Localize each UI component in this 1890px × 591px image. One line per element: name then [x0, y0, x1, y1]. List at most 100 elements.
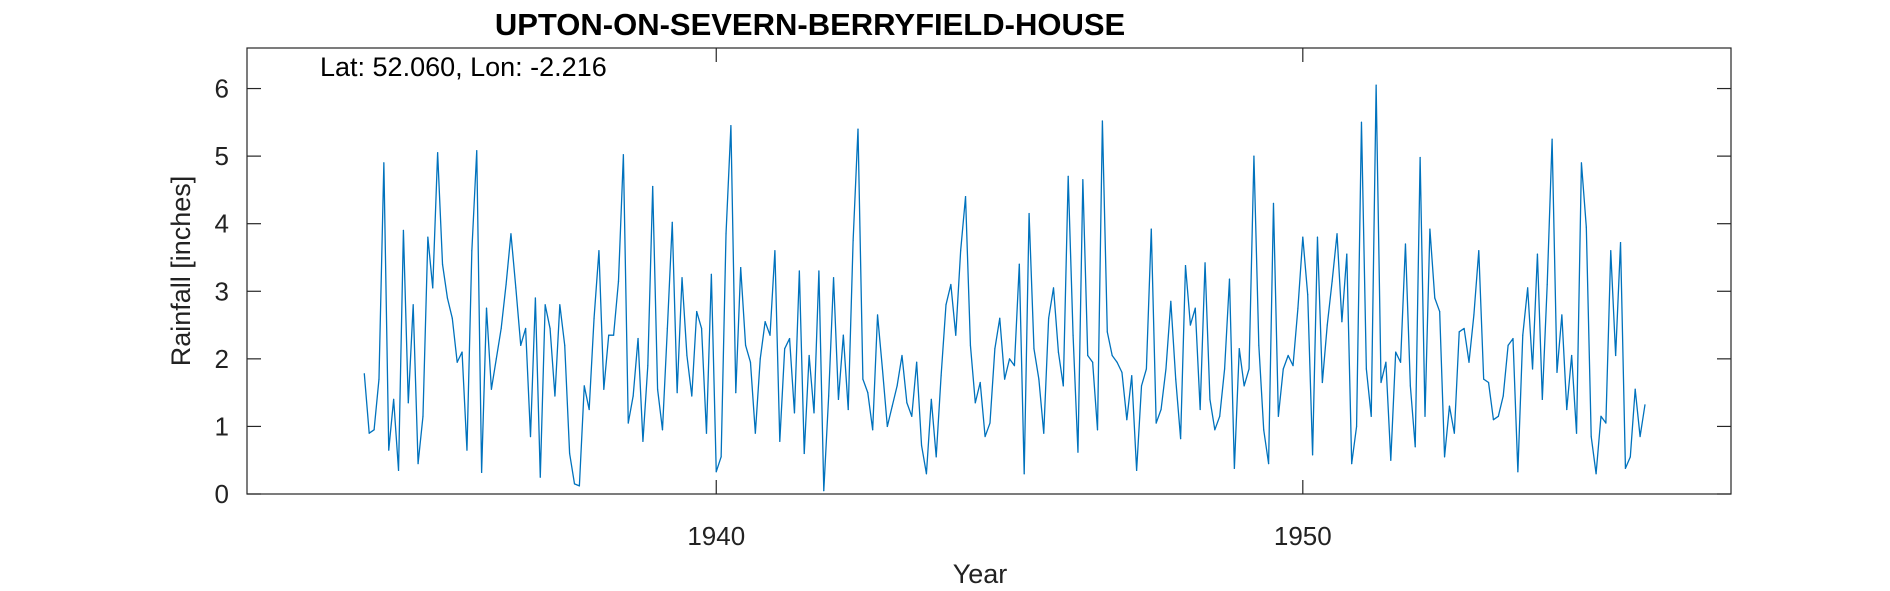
y-tick-label: 1	[215, 411, 229, 441]
data-point	[788, 337, 791, 340]
data-point	[1536, 253, 1539, 255]
y-tick-label: 2	[215, 344, 229, 374]
data-point	[901, 354, 903, 357]
data-point	[1263, 429, 1265, 431]
data-point	[1209, 398, 1211, 400]
data-point	[407, 402, 409, 404]
data-point	[842, 334, 844, 336]
data-point	[1360, 121, 1363, 123]
data-point	[603, 388, 605, 390]
y-axis-label: Rainfall [inches]	[166, 176, 196, 367]
data-point	[691, 395, 693, 397]
data-point	[1390, 459, 1392, 461]
data-point	[363, 373, 365, 375]
data-point	[1419, 156, 1421, 159]
data-point	[969, 344, 972, 346]
data-point	[1272, 202, 1275, 205]
data-point	[1238, 348, 1240, 350]
data-point	[1204, 262, 1206, 264]
data-point	[1302, 236, 1304, 238]
x-tick-labels: 1940 1950	[687, 521, 1331, 551]
data-point	[1092, 361, 1094, 363]
data-point	[1282, 368, 1284, 370]
data-point	[652, 185, 654, 188]
data-point	[1316, 236, 1319, 238]
chart-title: UPTON-ON-SEVERN-BERRYFIELD-HOUSE	[495, 7, 1125, 42]
data-point	[1052, 287, 1055, 289]
data-point	[1619, 242, 1622, 244]
data-point	[471, 250, 473, 252]
data-point	[1228, 278, 1231, 280]
data-point	[813, 412, 815, 414]
data-point	[1292, 365, 1294, 367]
data-point	[847, 408, 849, 411]
data-point	[930, 398, 932, 400]
data-point	[525, 327, 527, 330]
data-point	[1101, 120, 1103, 122]
data-point	[1199, 408, 1201, 411]
data-point	[984, 435, 986, 438]
data-point	[700, 327, 703, 330]
data-point	[1561, 314, 1563, 316]
data-point	[559, 304, 561, 306]
data-point	[720, 456, 722, 458]
data-point	[818, 270, 820, 272]
data-point	[549, 327, 551, 330]
data-point	[598, 250, 600, 252]
data-point	[1507, 344, 1509, 346]
data-point	[1395, 351, 1397, 353]
data-point	[1267, 462, 1270, 465]
data-point	[1214, 429, 1216, 431]
data-point	[510, 233, 512, 235]
data-point	[1048, 317, 1050, 319]
data-point	[427, 236, 429, 238]
data-point	[671, 221, 673, 223]
data-point	[1575, 432, 1578, 434]
y-tick-label: 3	[215, 276, 229, 306]
data-point	[906, 402, 908, 404]
plot-frame	[246, 47, 1732, 495]
data-point	[1175, 378, 1177, 380]
y-tick-label: 0	[215, 479, 229, 509]
data-point	[1258, 344, 1260, 346]
data-point	[1639, 435, 1641, 438]
data-point	[422, 415, 424, 417]
data-point	[1307, 294, 1309, 296]
data-point	[1551, 138, 1553, 140]
data-point	[764, 321, 766, 323]
data-point	[1414, 446, 1416, 448]
data-point	[940, 375, 942, 377]
data-point	[1497, 415, 1499, 417]
y-tick-labels: 0 1 2 3 4 5 6	[215, 74, 229, 509]
data-point	[715, 471, 717, 473]
data-point	[1487, 381, 1490, 384]
y-tick-label: 4	[215, 209, 229, 239]
data-point	[593, 317, 595, 319]
data-point	[886, 425, 888, 428]
data-point	[1013, 365, 1016, 367]
data-point	[1331, 280, 1333, 282]
data-point	[1116, 361, 1118, 363]
data-point	[955, 334, 957, 336]
data-point	[828, 395, 830, 397]
data-point	[1365, 368, 1367, 370]
data-point	[1038, 378, 1040, 380]
data-point	[857, 128, 859, 130]
data-point	[1448, 405, 1451, 407]
data-point	[1180, 437, 1182, 440]
data-point	[1429, 228, 1431, 230]
data-point	[686, 354, 688, 357]
data-point	[710, 273, 712, 275]
data-point	[515, 287, 517, 289]
data-point	[1351, 462, 1353, 465]
data-point	[891, 405, 893, 407]
data-point	[681, 277, 683, 279]
data-point	[1615, 354, 1617, 357]
data-point	[1248, 368, 1250, 370]
data-point	[676, 392, 678, 394]
data-point	[588, 408, 590, 411]
data-point	[1072, 334, 1074, 336]
data-point	[1297, 307, 1299, 309]
data-point	[441, 263, 444, 265]
